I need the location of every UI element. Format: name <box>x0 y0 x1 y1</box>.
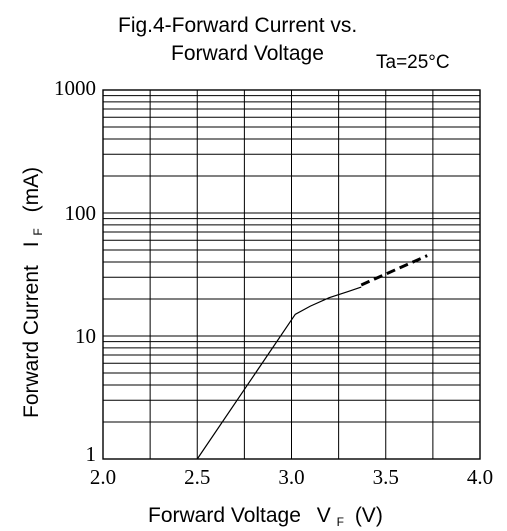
y-tick-label: 10 <box>75 324 96 348</box>
series-line-dashed <box>360 254 428 287</box>
x-axis-label-text: Forward Voltage <box>148 504 301 527</box>
x-axis-label: Forward Voltage V F (V) <box>148 504 383 531</box>
x-tick-label: 2.5 <box>184 465 210 489</box>
x-axis-symbol: V <box>317 504 331 527</box>
y-axis-symbol: I <box>20 241 43 247</box>
y-tick-label: 1000 <box>54 76 96 100</box>
y-tick-label: 100 <box>65 201 97 225</box>
series-line-solid <box>196 286 362 460</box>
plot-frame <box>102 89 481 460</box>
data-series <box>196 254 428 460</box>
x-axis-subscript: F <box>337 515 344 529</box>
x-tick-label: 3.0 <box>278 465 304 489</box>
x-axis-unit: (V) <box>355 504 383 527</box>
x-tick-label: 4.0 <box>467 465 493 489</box>
chart-condition: Ta=25°C <box>376 52 450 73</box>
chart-title-line2: Forward Voltage <box>171 42 324 65</box>
y-axis-label: Forward Current I F (mA) <box>20 167 47 418</box>
y-axis-subscript: F <box>31 228 45 235</box>
x-axis-ticks: 2.0 2.5 3.0 3.5 4.0 <box>90 465 493 489</box>
x-tick-label: 3.5 <box>373 465 399 489</box>
x-tick-label: 2.0 <box>90 465 116 489</box>
plot-grid <box>102 89 481 460</box>
chart-title-line1: Fig.4-Forward Current vs. <box>118 14 357 37</box>
y-axis-unit: (mA) <box>20 167 43 213</box>
y-axis-ticks: 1 10 100 1000 <box>54 76 96 466</box>
y-axis-label-text: Forward Current <box>20 265 43 418</box>
y-tick-label: 1 <box>86 442 97 466</box>
